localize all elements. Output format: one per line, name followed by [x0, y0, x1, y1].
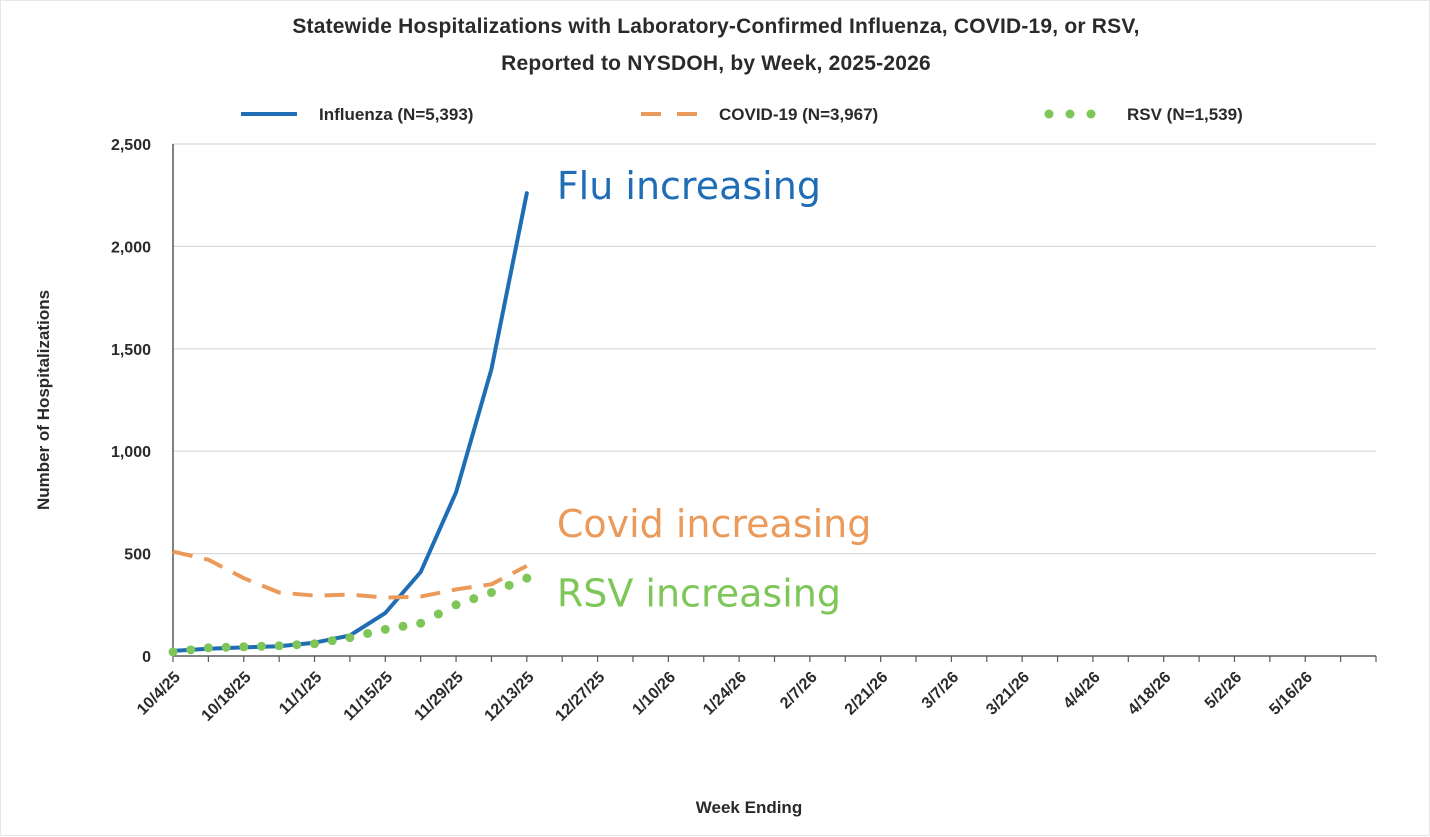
x-tick-label: 2/7/26: [777, 669, 821, 713]
x-tick-label: 12/27/25: [552, 669, 608, 725]
x-tick-label: 11/29/25: [411, 669, 467, 725]
covid-line: [172, 549, 528, 600]
rsv-point: [256, 641, 266, 651]
rsv-point: [504, 580, 514, 590]
y-axis-title: Number of Hospitalizations: [34, 290, 53, 510]
x-tick-label: 10/4/25: [134, 669, 184, 719]
x-tick-label: 1/10/26: [629, 669, 679, 719]
chart-title-line-2: Reported to NYSDOH, by Week, 2025-2026: [501, 52, 931, 75]
annotation-rsv: RSV increasing: [557, 572, 841, 616]
rsv-point: [274, 641, 284, 651]
x-tick-label: 11/15/25: [341, 669, 397, 725]
x-tick-label: 2/21/26: [842, 669, 892, 719]
legend-swatch-rsv: [1044, 109, 1054, 119]
x-tick-label: 1/24/26: [700, 669, 750, 719]
rsv-point: [486, 588, 496, 598]
y-tick-label: 1,500: [111, 342, 151, 359]
rsv-point: [239, 642, 249, 652]
legend-label: COVID-19 (N=3,967): [719, 105, 878, 124]
y-tick-label: 500: [124, 547, 151, 564]
rsv-point: [345, 633, 355, 643]
rsv-point: [398, 621, 408, 631]
rsv-point: [292, 640, 302, 650]
rsv-point: [469, 594, 479, 604]
rsv-point: [186, 645, 196, 655]
annotation-flu: Flu increasing: [557, 164, 821, 208]
y-tick-label: 0: [142, 649, 151, 666]
y-tick-label: 2,500: [111, 137, 151, 154]
legend-swatch-rsv: [1086, 109, 1096, 119]
x-tick-label: 5/2/26: [1202, 669, 1246, 713]
influenza-line: [171, 191, 529, 653]
rsv-point: [363, 628, 373, 638]
rsv-point: [221, 642, 231, 652]
x-tick-label: 12/13/25: [482, 669, 538, 725]
rsv-point: [203, 643, 213, 653]
legend-label: Influenza (N=5,393): [319, 105, 473, 124]
x-tick-label: 10/18/25: [199, 669, 255, 725]
x-tick-label: 3/21/26: [983, 669, 1033, 719]
x-axis-title: Week Ending: [696, 798, 802, 817]
annotation-covid: Covid increasing: [557, 502, 872, 546]
y-tick-label: 1,000: [111, 444, 151, 461]
x-tick-label: 3/7/26: [919, 669, 963, 713]
y-tick-label: 2,000: [111, 239, 151, 256]
x-tick-label: 5/16/26: [1266, 669, 1316, 719]
x-tick-label: 11/1/25: [276, 669, 325, 718]
x-tick-label: 4/4/26: [1060, 669, 1104, 713]
rsv-point: [327, 636, 337, 646]
rsv-point: [310, 639, 320, 649]
rsv-point: [433, 609, 443, 619]
x-tick-label: 4/18/26: [1125, 669, 1175, 719]
legend-swatch-rsv: [1065, 109, 1075, 119]
rsv-point: [168, 647, 178, 657]
legend-label: RSV (N=1,539): [1127, 105, 1243, 124]
rsv-point: [380, 624, 390, 634]
rsv-point: [451, 600, 461, 610]
rsv-point: [522, 573, 532, 583]
rsv-point: [416, 618, 426, 628]
chart-title-line-1: Statewide Hospitalizations with Laborato…: [292, 15, 1140, 38]
